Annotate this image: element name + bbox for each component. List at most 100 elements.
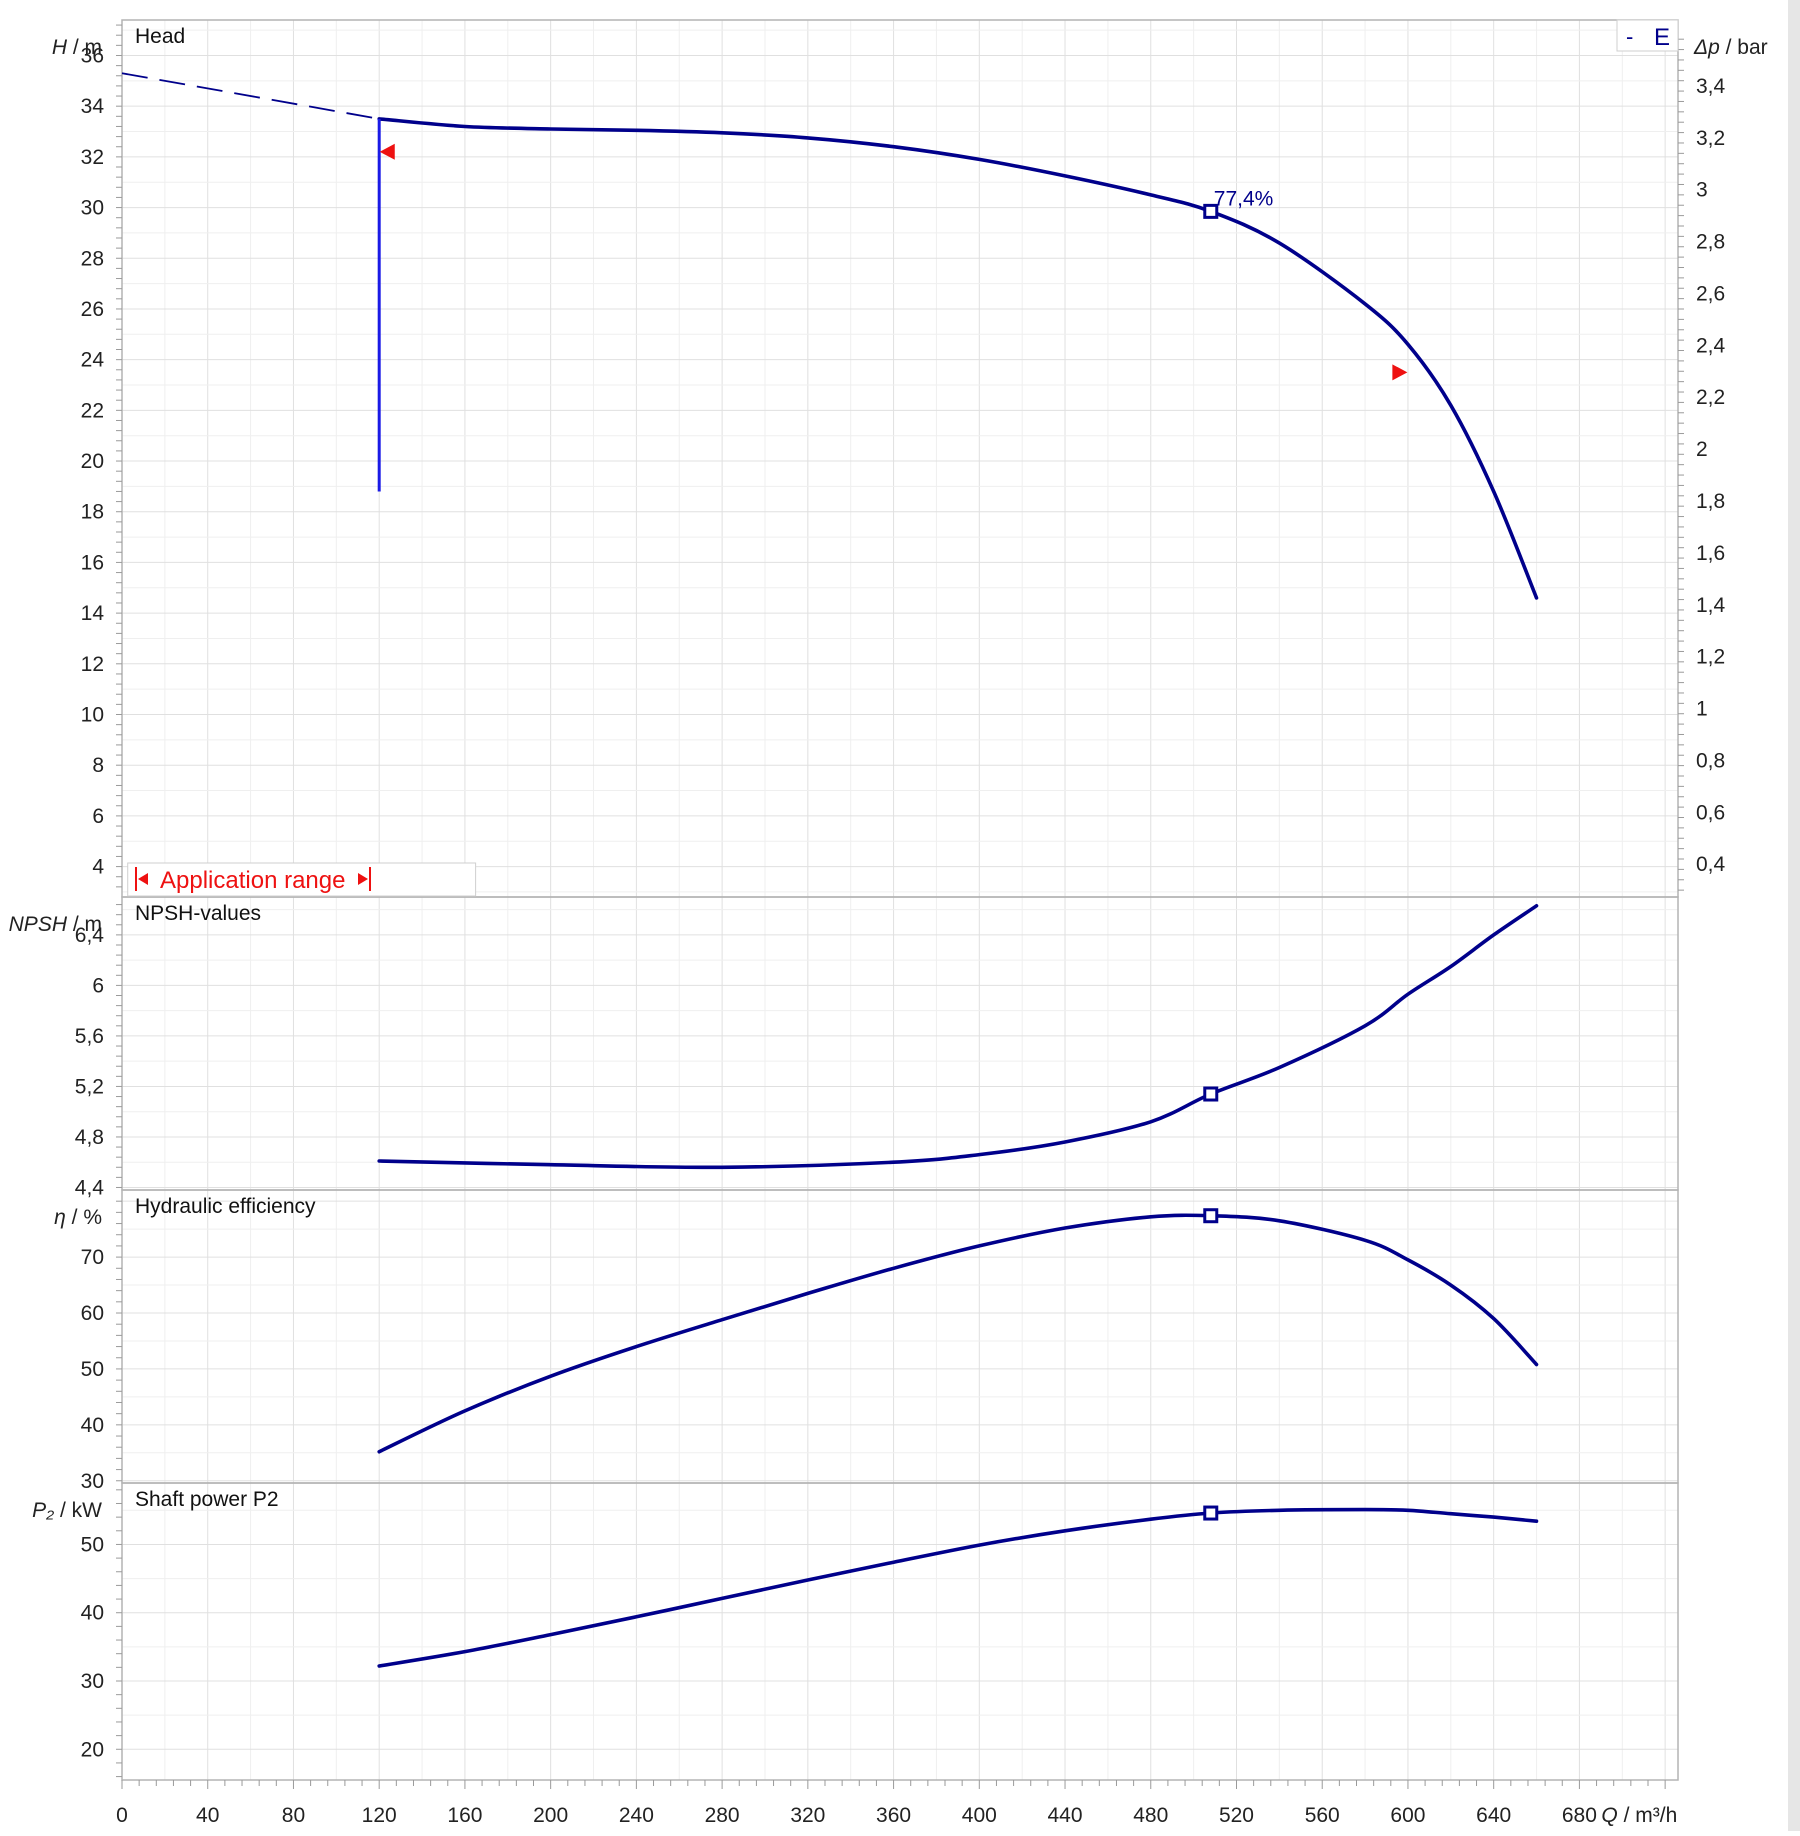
x-tick-label: 80 (282, 1804, 305, 1827)
y-tick-label-power: 40 (81, 1602, 104, 1625)
range-marker-right (1392, 364, 1408, 381)
application-range-label: Application range (160, 867, 345, 894)
y-tick-label-head: 36 (81, 44, 104, 67)
y-tick-label-head: 10 (81, 704, 104, 727)
y-tick-label-efficiency: 60 (81, 1302, 104, 1325)
y-axis-label-power: P₂ / kW (32, 1499, 102, 1522)
bep-marker-power (1203, 1505, 1219, 1521)
panel-title-efficiency: Hydraulic efficiency (135, 1195, 316, 1218)
y-tick-label-npsh: 6,4 (75, 924, 105, 947)
y-tick-label-head: 20 (81, 450, 104, 473)
y-tick-label-efficiency: 30 (81, 1470, 104, 1493)
x-tick-label: 400 (962, 1804, 997, 1827)
x-tick-label: 480 (1133, 1804, 1168, 1827)
right-tick-label: 0,8 (1696, 749, 1725, 772)
curve-efficiency (377, 1213, 1539, 1454)
x-tick-label: 600 (1390, 1804, 1425, 1827)
y-axis-unit-npsh: / m (67, 913, 102, 936)
panel-title-head: Head (135, 25, 185, 48)
y-tick-label-npsh: 5,2 (75, 1075, 104, 1098)
x-tick-label: 120 (362, 1804, 397, 1827)
right-tick-label: 0,4 (1696, 853, 1726, 876)
y-tick-label-head: 26 (81, 298, 104, 321)
y-tick-label-head: 22 (81, 399, 104, 422)
right-tick-label: 1,4 (1696, 594, 1726, 617)
application-range-box (127, 862, 477, 897)
grid-lines (121, 20, 1678, 1780)
panel-frame-efficiency (121, 1189, 1679, 1484)
right-tick-label: 1,2 (1696, 646, 1725, 669)
y-tick-label-head: 30 (81, 197, 104, 220)
y-axis-var-head: H (52, 36, 68, 59)
x-tick-label: 200 (533, 1804, 568, 1827)
y-axis-var-npsh: NPSH (9, 913, 68, 936)
y-axis-var-efficiency: η (54, 1206, 66, 1229)
right-tick-label: 2 (1696, 438, 1708, 461)
x-tick-label: 280 (705, 1804, 740, 1827)
y-tick-label-head: 6 (92, 805, 104, 828)
y-tick-label-head: 24 (81, 349, 105, 372)
right-tick-label: 3 (1696, 179, 1708, 202)
panel-title-npsh: NPSH-values (135, 902, 261, 925)
x-tick-label: 360 (876, 1804, 911, 1827)
right-tick-label: 2,8 (1696, 231, 1725, 254)
y-axis-unit-head: / m (67, 36, 102, 59)
y-axis-var-power: P₂ (32, 1499, 54, 1522)
y-tick-label-npsh: 4,8 (75, 1126, 104, 1149)
right-tick-label: 3,4 (1696, 75, 1726, 98)
x-tick-label: 520 (1219, 1804, 1254, 1827)
dashed-extension (121, 72, 380, 120)
y-tick-label-efficiency: 40 (81, 1414, 104, 1437)
y-tick-label-efficiency: 70 (81, 1246, 104, 1269)
legend-dash: - (1626, 24, 1633, 49)
bep-label: 77,4% (1214, 187, 1274, 210)
y-tick-label-head: 18 (81, 501, 104, 524)
y-axis-unit-efficiency: / % (66, 1206, 102, 1229)
y-tick-label-head: 34 (81, 95, 105, 118)
right-tick-label: 2,4 (1696, 334, 1726, 357)
y-tick-label-head: 32 (81, 146, 104, 169)
x-tick-label: 0 (116, 1804, 128, 1827)
x-axis-unit: / m³/h (1618, 1804, 1678, 1827)
y-tick-label-head: 28 (81, 247, 104, 270)
right-axis-label: Δp / bar (1693, 36, 1768, 59)
right-tick-label: 3,2 (1696, 127, 1725, 150)
y-tick-label-npsh: 4,4 (75, 1176, 105, 1199)
x-tick-label: 560 (1305, 1804, 1340, 1827)
right-tick-label: 1,6 (1696, 542, 1725, 565)
legend-e: E (1654, 24, 1670, 51)
y-axis-label-efficiency: η / % (54, 1206, 102, 1229)
y-tick-label-efficiency: 50 (81, 1358, 104, 1381)
legend-box (1616, 19, 1679, 52)
right-tick-label: 0,6 (1696, 801, 1725, 824)
curve-npsh (377, 904, 1539, 1170)
y-tick-label-head: 8 (92, 754, 104, 777)
x-tick-label: 240 (619, 1804, 654, 1827)
x-tick-label: 160 (447, 1804, 482, 1827)
right-tick-label: 2,6 (1696, 282, 1725, 305)
y-tick-label-head: 12 (81, 653, 104, 676)
panel-title-power: Shaft power P2 (135, 1488, 279, 1511)
right-axis-unit: / bar (1720, 36, 1768, 59)
y-tick-label-head: 14 (81, 602, 105, 625)
bep-marker-npsh (1203, 1086, 1219, 1102)
y-tick-label-head: 16 (81, 551, 104, 574)
panel-frame-power (121, 1482, 1679, 1781)
x-tick-label: 320 (790, 1804, 825, 1827)
right-axis-var: Δp (1693, 36, 1720, 59)
y-axis-label-head: H / m (52, 36, 102, 59)
y-tick-label-power: 20 (81, 1738, 104, 1761)
y-tick-label-npsh: 6 (92, 974, 104, 997)
application-range-arrow-right (358, 873, 368, 885)
y-tick-label-power: 50 (81, 1533, 104, 1556)
bep-marker-head (1203, 203, 1219, 219)
y-tick-label-power: 30 (81, 1670, 104, 1693)
x-axis-var: Q (1601, 1804, 1617, 1827)
x-tick-label: 640 (1476, 1804, 1511, 1827)
x-tick-label-last: 680 (1562, 1804, 1597, 1827)
bep-marker-efficiency (1203, 1208, 1219, 1224)
y-axis-label-npsh: NPSH / m (9, 913, 102, 936)
y-axis-unit-power: / kW (54, 1499, 102, 1522)
